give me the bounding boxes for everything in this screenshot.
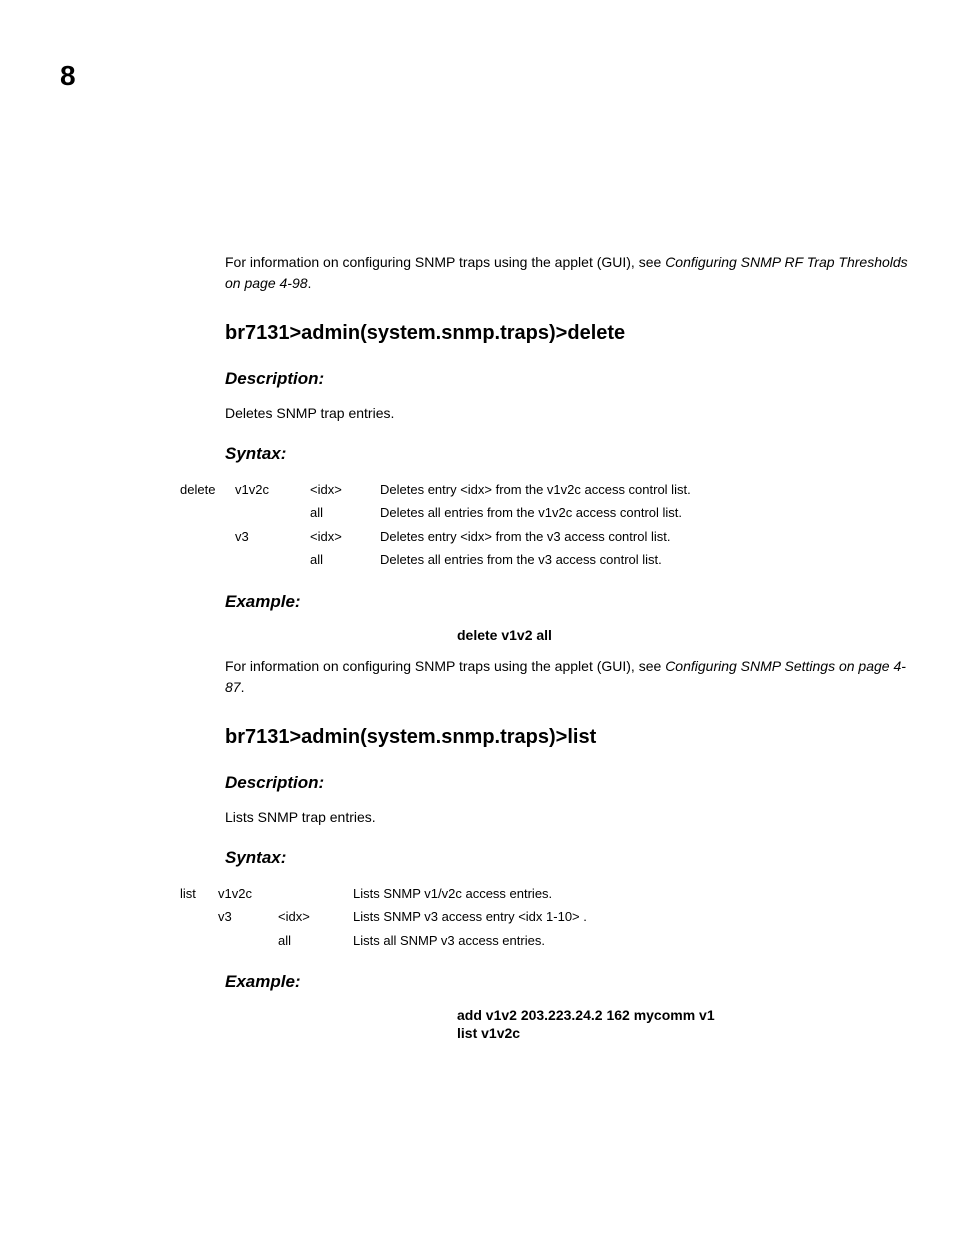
syntax-row: all Deletes all entries from the v3 acce… bbox=[180, 548, 914, 571]
section2-syntax-table: list v1v2c Lists SNMP v1/v2c access entr… bbox=[180, 882, 914, 952]
intro-paragraph: For information on configuring SNMP trap… bbox=[225, 252, 914, 294]
syntax-arg: all bbox=[310, 548, 380, 571]
syntax-ver: v3 bbox=[218, 905, 278, 928]
syntax-cmd bbox=[180, 548, 235, 571]
syntax-row: all Deletes all entries from the v1v2c a… bbox=[180, 501, 914, 524]
syntax-desc: Deletes all entries from the v1v2c acces… bbox=[380, 501, 914, 524]
section1-footer: For information on configuring SNMP trap… bbox=[225, 656, 914, 698]
syntax-cmd: delete bbox=[180, 478, 235, 501]
syntax-row: v3 <idx> Deletes entry <idx> from the v3… bbox=[180, 525, 914, 548]
syntax-desc: Deletes entry <idx> from the v3 access c… bbox=[380, 525, 914, 548]
syntax-arg: all bbox=[310, 501, 380, 524]
syntax-ver bbox=[235, 501, 310, 524]
syntax-row: list v1v2c Lists SNMP v1/v2c access entr… bbox=[180, 882, 914, 905]
footer-suffix: . bbox=[241, 679, 245, 695]
syntax-ver: v3 bbox=[235, 525, 310, 548]
syntax-ver bbox=[235, 548, 310, 571]
syntax-arg: <idx> bbox=[310, 478, 380, 501]
syntax-desc: Lists SNMP v3 access entry <idx 1-10> . bbox=[353, 905, 914, 928]
syntax-cmd bbox=[180, 501, 235, 524]
syntax-row: v3 <idx> Lists SNMP v3 access entry <idx… bbox=[180, 905, 914, 928]
syntax-desc: Lists SNMP v1/v2c access entries. bbox=[353, 882, 914, 905]
syntax-row: delete v1v2c <idx> Deletes entry <idx> f… bbox=[180, 478, 914, 501]
syntax-desc: Lists all SNMP v3 access entries. bbox=[353, 929, 914, 952]
section2-desc-label: Description: bbox=[225, 773, 914, 793]
section2-example-label: Example: bbox=[225, 972, 914, 992]
syntax-cmd bbox=[180, 905, 218, 928]
content-area: For information on configuring SNMP trap… bbox=[225, 252, 914, 1042]
syntax-desc: Deletes entry <idx> from the v1v2c acces… bbox=[380, 478, 914, 501]
syntax-ver bbox=[218, 929, 278, 952]
intro-prefix: For information on configuring SNMP trap… bbox=[225, 254, 665, 270]
syntax-ver: v1v2c bbox=[235, 478, 310, 501]
syntax-cmd: list bbox=[180, 882, 218, 905]
syntax-desc: Deletes all entries from the v3 access c… bbox=[380, 548, 914, 571]
section1-example-label: Example: bbox=[225, 592, 914, 612]
intro-suffix: . bbox=[308, 275, 312, 291]
section2-heading: br7131>admin(system.snmp.traps)>list bbox=[225, 726, 914, 749]
section1-heading: br7131>admin(system.snmp.traps)>delete bbox=[225, 322, 914, 345]
section1-syntax-label: Syntax: bbox=[225, 444, 914, 464]
syntax-arg: <idx> bbox=[310, 525, 380, 548]
section1-desc-text: Deletes SNMP trap entries. bbox=[225, 403, 914, 424]
section2-desc-text: Lists SNMP trap entries. bbox=[225, 807, 914, 828]
syntax-cmd bbox=[180, 525, 235, 548]
section1-syntax-table: delete v1v2c <idx> Deletes entry <idx> f… bbox=[180, 478, 914, 572]
section2-syntax-label: Syntax: bbox=[225, 848, 914, 868]
section1-example-text: delete v1v2 all bbox=[457, 626, 914, 644]
page: 8 For information on configuring SNMP tr… bbox=[0, 0, 954, 1114]
syntax-row: all Lists all SNMP v3 access entries. bbox=[180, 929, 914, 952]
chapter-number: 8 bbox=[60, 60, 914, 92]
section1-desc-label: Description: bbox=[225, 369, 914, 389]
syntax-ver: v1v2c bbox=[218, 882, 278, 905]
syntax-arg: <idx> bbox=[278, 905, 353, 928]
section2-example-text: add v1v2 203.223.24.2 162 mycomm v1 list… bbox=[457, 1006, 914, 1042]
syntax-arg: all bbox=[278, 929, 353, 952]
syntax-arg bbox=[278, 882, 353, 905]
syntax-cmd bbox=[180, 929, 218, 952]
footer-prefix: For information on configuring SNMP trap… bbox=[225, 658, 665, 674]
